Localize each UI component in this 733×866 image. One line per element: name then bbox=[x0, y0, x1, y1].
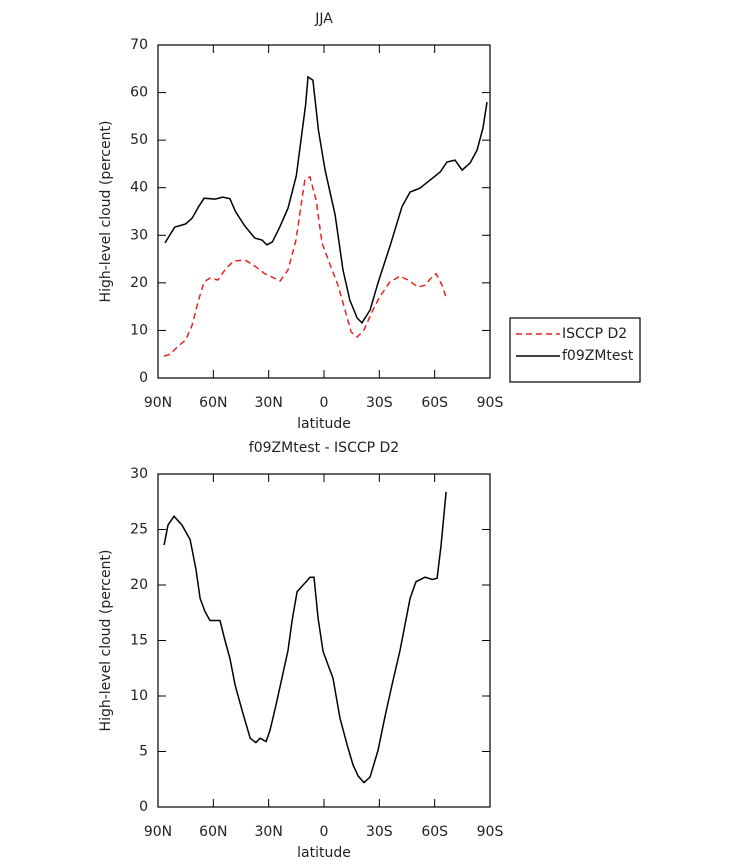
legend-label: ISCCP D2 bbox=[562, 326, 627, 342]
plot-frame bbox=[157, 44, 491, 379]
y-tick-label: 70 bbox=[130, 37, 148, 53]
data-line bbox=[163, 175, 448, 357]
y-tick-label: 30 bbox=[130, 466, 148, 482]
y-axis-label: High-level cloud (percent) bbox=[98, 121, 114, 303]
x-tick-label: 60N bbox=[199, 824, 227, 840]
x-tick-label: 60S bbox=[421, 824, 448, 840]
y-tick-label: 40 bbox=[130, 180, 148, 196]
plot-frame bbox=[157, 473, 491, 808]
x-tick-label: 90N bbox=[144, 395, 172, 411]
legend-label: f09ZMtest bbox=[562, 348, 634, 364]
x-tick-label: 0 bbox=[320, 824, 329, 840]
y-tick-label: 15 bbox=[130, 633, 148, 649]
chart-title: f09ZMtest - ISCCP D2 bbox=[249, 440, 399, 456]
y-tick-label: 20 bbox=[130, 577, 148, 593]
y-tick-label: 25 bbox=[130, 522, 148, 538]
x-tick-label: 60S bbox=[421, 395, 448, 411]
x-tick-label: 0 bbox=[320, 395, 329, 411]
data-line bbox=[164, 75, 488, 324]
x-axis-label: latitude bbox=[297, 845, 351, 861]
x-tick-label: 30S bbox=[366, 395, 393, 411]
y-tick-label: 60 bbox=[130, 85, 148, 101]
x-tick-label: 90N bbox=[144, 824, 172, 840]
x-tick-label: 90S bbox=[477, 824, 504, 840]
x-tick-label: 90S bbox=[477, 395, 504, 411]
y-tick-label: 30 bbox=[130, 227, 148, 243]
y-tick-label: 0 bbox=[139, 370, 148, 386]
y-tick-label: 20 bbox=[130, 275, 148, 291]
y-tick-label: 10 bbox=[130, 322, 148, 338]
y-tick-label: 0 bbox=[139, 799, 148, 815]
y-tick-label: 10 bbox=[130, 688, 148, 704]
x-tick-label: 30S bbox=[366, 824, 393, 840]
x-tick-label: 60N bbox=[199, 395, 227, 411]
y-tick-label: 50 bbox=[130, 132, 148, 148]
x-tick-label: 30N bbox=[255, 824, 283, 840]
x-tick-label: 30N bbox=[255, 395, 283, 411]
x-axis-label: latitude bbox=[297, 416, 351, 432]
y-tick-label: 5 bbox=[139, 744, 148, 760]
chart-title: JJA bbox=[314, 11, 333, 27]
y-axis-label: High-level cloud (percent) bbox=[98, 550, 114, 732]
legend-frame bbox=[509, 317, 641, 383]
data-line bbox=[163, 491, 447, 784]
